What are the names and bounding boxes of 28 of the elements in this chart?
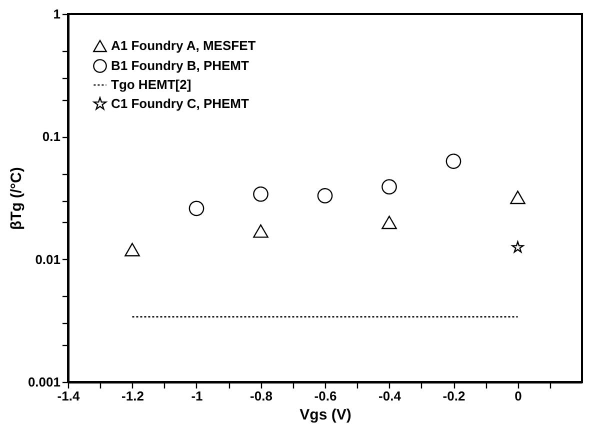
point xyxy=(382,216,397,230)
y-tick-label: 0.001 xyxy=(28,374,60,390)
y-tick-label: 0.1 xyxy=(42,129,60,144)
x-tick-label: -1 xyxy=(191,388,203,404)
x-tick-label: -0.4 xyxy=(378,388,402,404)
x-tick-label: -0.6 xyxy=(314,388,337,404)
point xyxy=(512,241,524,253)
x-axis-title: Vgs (V) xyxy=(300,406,352,424)
x-tick-label: -0.8 xyxy=(250,388,272,404)
y-tick-label: 0.01 xyxy=(35,252,60,267)
legend-label: C1 Foundry C, PHEMT xyxy=(111,96,250,111)
point xyxy=(510,190,526,204)
y-axis-title: βTg (/°C) xyxy=(8,167,25,230)
x-tick-label: -1.2 xyxy=(122,388,144,404)
point xyxy=(188,200,204,216)
y-tick-label: 1 xyxy=(53,6,60,22)
point xyxy=(382,179,397,194)
x-tick-label: -1.4 xyxy=(57,388,80,404)
legend-label: A1 Foundry A, MESFET xyxy=(111,38,256,53)
point xyxy=(253,186,268,202)
point xyxy=(124,242,140,256)
x-tick-label: -0.2 xyxy=(442,388,466,404)
legend-label: B1 Foundry B, PHEMT xyxy=(111,58,250,73)
point xyxy=(446,154,462,169)
x-tick-label: 0 xyxy=(514,388,522,404)
point xyxy=(253,224,268,238)
point xyxy=(317,188,333,204)
legend-label: Tgo HEMT[2] xyxy=(111,77,192,92)
